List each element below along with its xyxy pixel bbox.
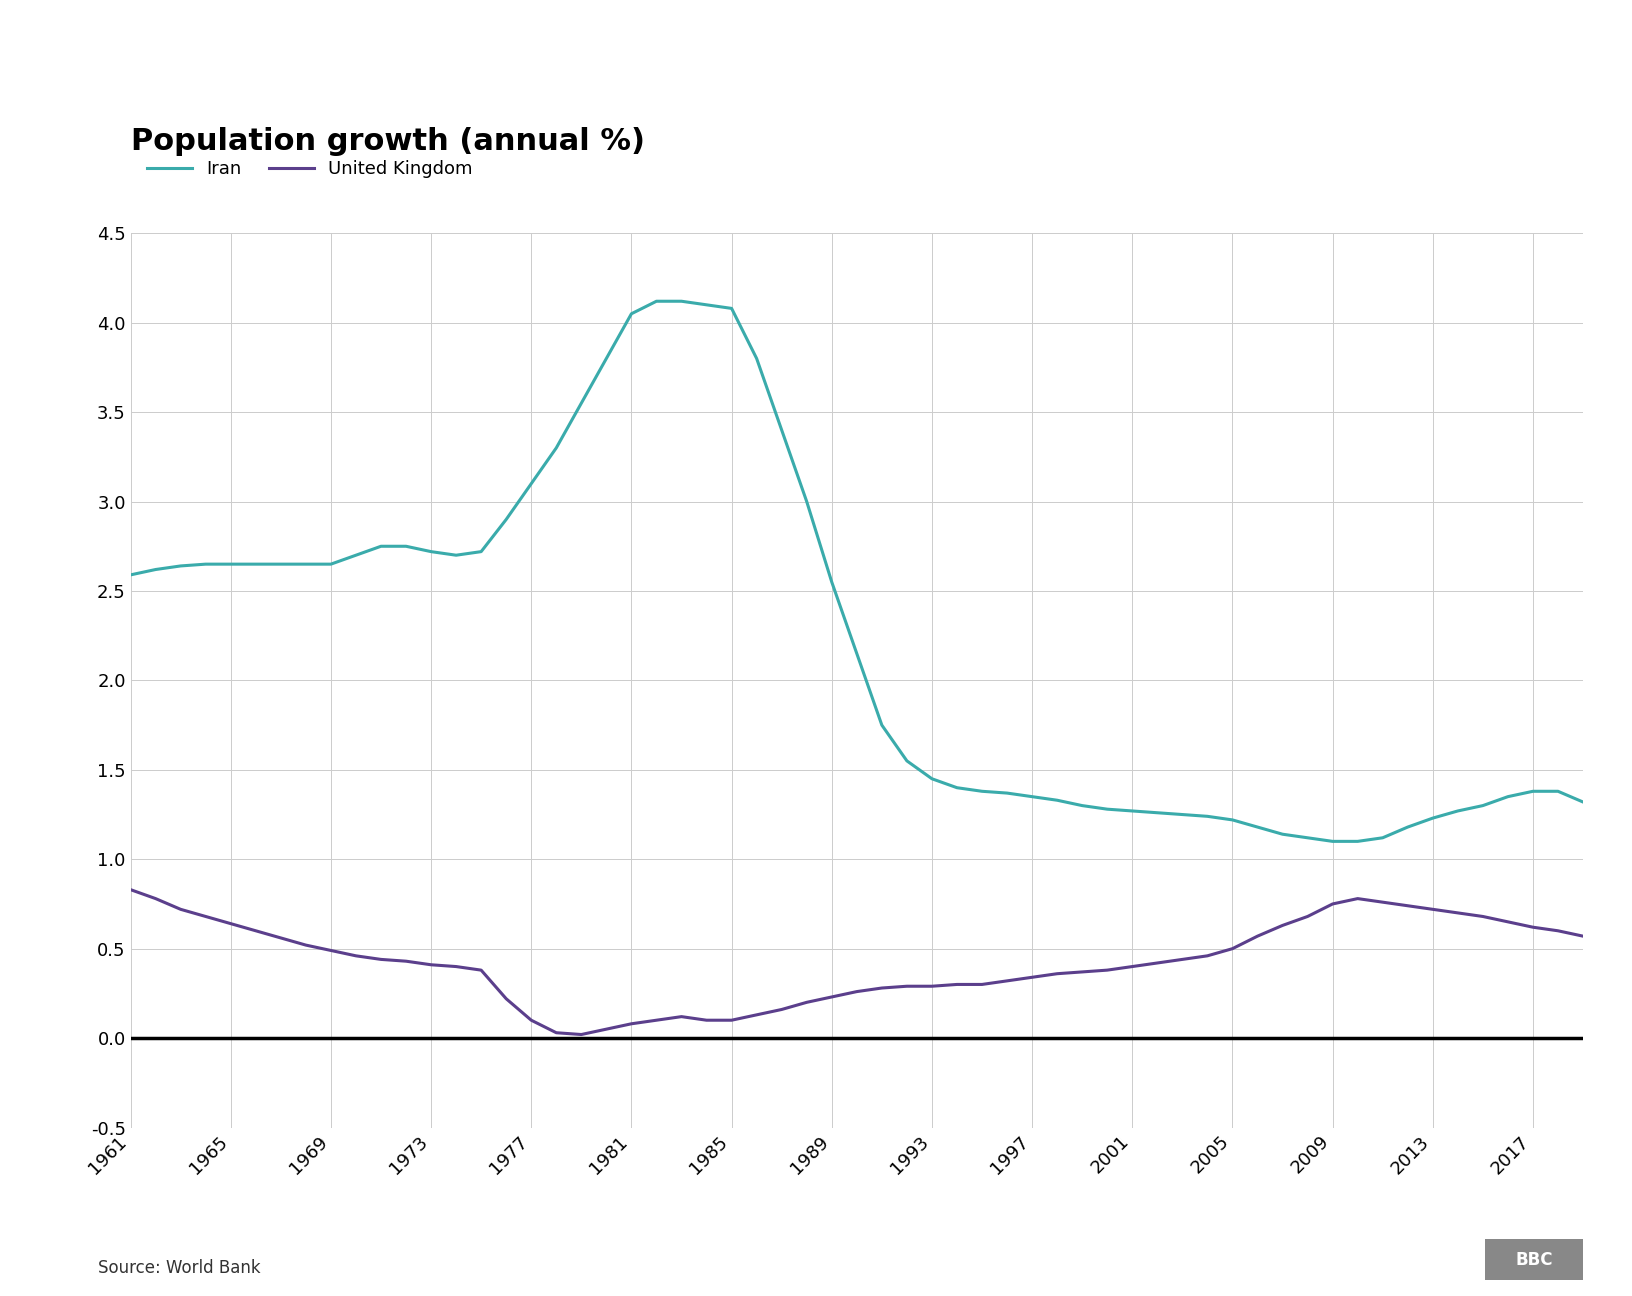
Iran	[1324, 833, 1343, 849]
Legend: Iran, United Kingdom: Iran, United Kingdom	[140, 153, 480, 185]
Iran	[1573, 794, 1593, 810]
United Kingdom	[1198, 949, 1217, 964]
Iran	[121, 568, 140, 583]
Text: Source: World Bank: Source: World Bank	[98, 1258, 261, 1277]
Line: Iran: Iran	[131, 301, 1583, 841]
United Kingdom	[121, 881, 140, 897]
Iran	[271, 556, 290, 572]
United Kingdom	[496, 991, 516, 1007]
Text: BBC: BBC	[1516, 1251, 1552, 1269]
Iran	[1198, 809, 1217, 824]
United Kingdom	[271, 931, 290, 946]
United Kingdom	[571, 1026, 591, 1042]
Iran	[646, 293, 666, 308]
United Kingdom	[171, 902, 191, 918]
Iran	[171, 559, 191, 574]
Iran	[898, 753, 917, 769]
Line: United Kingdom: United Kingdom	[131, 889, 1583, 1034]
United Kingdom	[898, 978, 917, 994]
Iran	[346, 547, 366, 562]
United Kingdom	[346, 949, 366, 964]
Title: Population growth (annual %): Population growth (annual %)	[131, 127, 645, 156]
United Kingdom	[1573, 928, 1593, 943]
Iran	[496, 512, 516, 527]
